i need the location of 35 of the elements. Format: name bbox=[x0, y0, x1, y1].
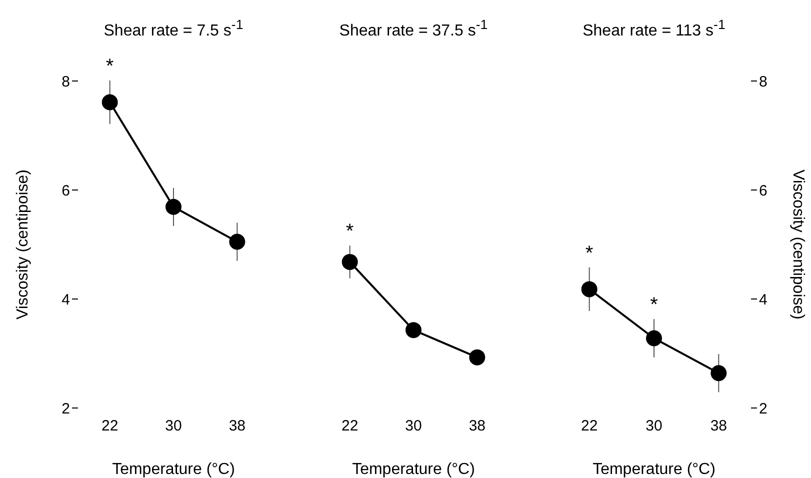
x-tick-label: 30 bbox=[405, 418, 422, 435]
annotation: * bbox=[346, 220, 354, 243]
y-tick-label: 6 bbox=[759, 182, 768, 200]
point bbox=[646, 330, 662, 346]
y-tick-label: 4 bbox=[62, 291, 70, 308]
annotation: * bbox=[585, 242, 594, 264]
y-axis-title: Viscosity (centipoise) bbox=[14, 170, 32, 320]
y-tick-label: 6 bbox=[62, 182, 70, 200]
point bbox=[581, 281, 598, 298]
chart-title: Shear rate = 113 s$^{-1}$ bbox=[582, 16, 726, 40]
y-tick-label: 2 bbox=[759, 400, 768, 418]
x-tick-label: 22 bbox=[580, 418, 598, 435]
y-tick-label: 8 bbox=[759, 73, 768, 90]
chart-title: Shear rate = 7.5 s$^{-1}$ bbox=[102, 16, 244, 40]
x-tick-label: 38 bbox=[228, 418, 246, 435]
annotation: * bbox=[106, 55, 114, 78]
y-axis-title: Viscosity (centipoise) bbox=[789, 170, 806, 320]
chart-title: Shear rate = 37.5 s$^{-1}$ bbox=[338, 16, 489, 40]
point bbox=[102, 94, 118, 110]
x-tick-label: 22 bbox=[341, 418, 358, 435]
x-axis-title: Temperature (°C) bbox=[592, 461, 716, 478]
y-tick-label: 4 bbox=[759, 291, 768, 308]
point bbox=[710, 365, 727, 382]
x-axis-title: Temperature (°C) bbox=[352, 461, 475, 478]
point bbox=[229, 234, 246, 250]
x-tick-label: 30 bbox=[165, 418, 182, 435]
point bbox=[166, 198, 182, 215]
x-tick-label: 38 bbox=[468, 418, 486, 435]
x-axis-title: Temperature (°C) bbox=[112, 461, 235, 478]
x-tick-label: 22 bbox=[101, 418, 118, 435]
y-tick-label: 8 bbox=[62, 73, 70, 90]
x-tick-label: 38 bbox=[710, 418, 728, 435]
annotation: * bbox=[650, 294, 658, 316]
y-tick-label: 2 bbox=[62, 400, 70, 418]
x-tick-label: 30 bbox=[646, 418, 662, 435]
